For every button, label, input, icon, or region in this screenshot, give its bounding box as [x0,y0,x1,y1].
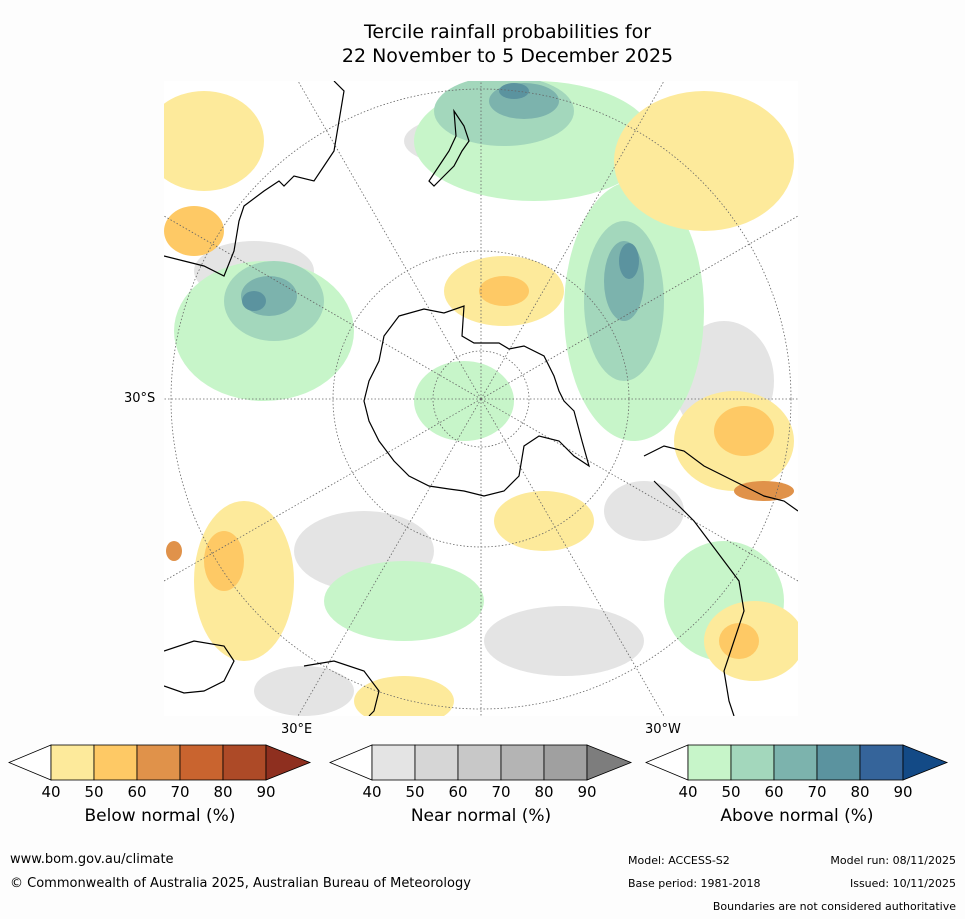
polar-map [164,81,798,716]
colorbar-tick-label: 90 [577,783,597,801]
colorbar-tick-label: 80 [534,783,554,801]
colorbar-upper-extension [902,744,949,781]
colorbar-upper-extension [586,744,633,781]
colorbar-segment [543,744,588,781]
footer-issued: Issued: 10/11/2025 [849,877,956,890]
footer-base-period: Base period: 1981-2018 [628,877,761,890]
colorbar-tick-label: 70 [807,783,827,801]
footer-copyright: © Commonwealth of Australia 2025, Austra… [10,876,471,891]
colorbar-segment [457,744,502,781]
label-30s: 30°S [124,391,156,406]
colorbar-near-normal [329,744,633,781]
colorbar-tick-label: 70 [491,783,511,801]
colorbar-tick-label: 80 [850,783,870,801]
colorbar-segment [50,744,95,781]
new-zealand-coast [428,108,470,187]
colorbar-tick-label: 50 [405,783,425,801]
colorbar-tick-label: 50 [84,783,104,801]
colorbar-segment [500,744,545,781]
colorbar-segment [414,744,459,781]
title-line-1: Tercile rainfall probabilities for [363,21,652,43]
africa-coast [164,640,235,694]
footer-model-run: Model run: 08/11/2025 [830,854,956,867]
colorbar-segment [371,744,416,781]
label-30e: 30°E [281,722,313,737]
colorbar-segment [222,744,267,781]
colorbar-tick-label: 80 [213,783,233,801]
chart-title: Tercile rainfall probabilities for 22 No… [0,20,965,68]
colorbar-tick-label: 60 [127,783,147,801]
australia-coast [164,81,345,277]
colorbar-segment [730,744,775,781]
colorbar-title-near: Near normal (%) [410,806,552,826]
title-line-2: 22 November to 5 December 2025 [341,45,674,67]
madagascar-coast [303,660,380,716]
colorbar-tick-label: 60 [448,783,468,801]
colorbar-tick-label: 40 [678,783,698,801]
colorbar-tick-label: 60 [764,783,784,801]
colorbar-tick-label: 90 [256,783,276,801]
colorbar-tick-label: 40 [41,783,61,801]
graticule [164,81,798,716]
colorbar-above-normal [645,744,949,781]
colorbar-tick-label: 40 [362,783,382,801]
coastlines [164,81,798,716]
antarctica-coast [363,305,591,497]
colorbar-lower-extension [645,744,689,781]
colorbar-segment [859,744,904,781]
colorbar-segment [773,744,818,781]
footer-url[interactable]: www.bom.gov.au/climate [10,852,174,867]
colorbar-lower-extension [8,744,52,781]
footer-disclaimer: Boundaries are not considered authoritat… [712,900,956,913]
colorbar-segment [136,744,181,781]
colorbar-lower-extension [329,744,373,781]
colorbar-segment [687,744,732,781]
colorbar-upper-extension [265,744,312,781]
colorbar-segment [816,744,861,781]
colorbar-tick-label: 50 [721,783,741,801]
south-america-coast [643,445,798,512]
colorbar-title-above: Above normal (%) [720,806,874,826]
south-america-mainland [653,480,745,716]
label-30w: 30°W [645,722,681,737]
colorbar-tick-label: 70 [170,783,190,801]
colorbar-segment [179,744,224,781]
colorbar-tick-label: 90 [893,783,913,801]
colorbar-below-normal [8,744,312,781]
footer-model: Model: ACCESS-S2 [628,854,730,867]
colorbar-segment [93,744,138,781]
colorbar-title-below: Below normal (%) [84,806,236,826]
